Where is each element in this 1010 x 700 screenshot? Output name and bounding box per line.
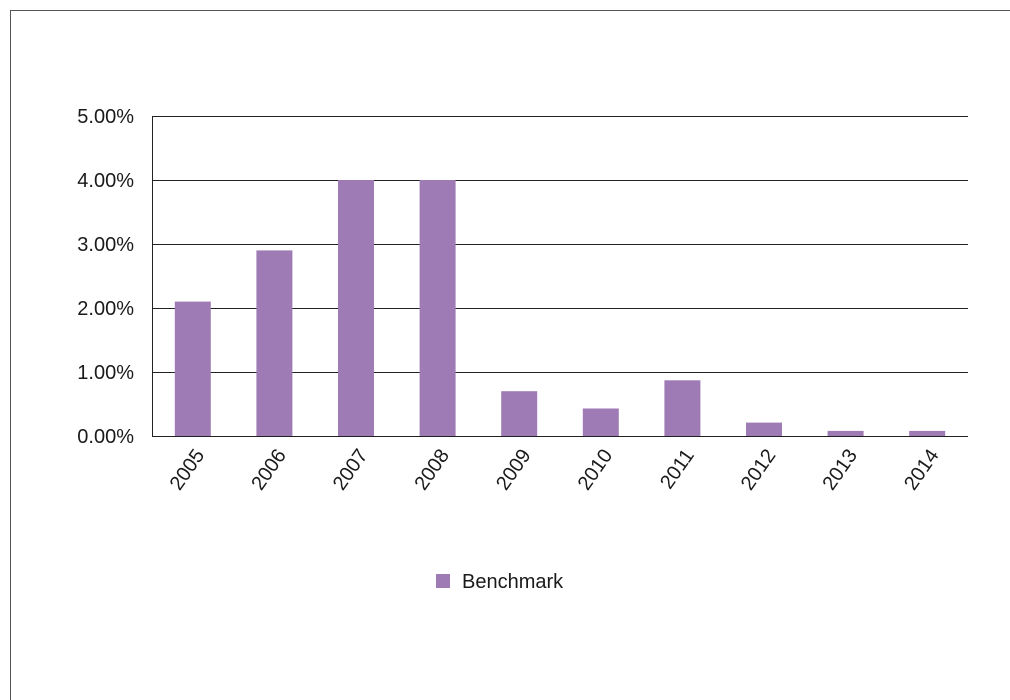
bar-2009: [501, 391, 538, 436]
gridlines: [152, 116, 968, 437]
y-tick-label: 2.00%: [77, 298, 134, 320]
y-tick-label: 0.00%: [77, 426, 134, 448]
x-tick-label: 2007: [329, 445, 373, 494]
bar-2010: [582, 408, 619, 436]
x-tick-label: 2012: [737, 445, 781, 494]
bar-2013: [827, 430, 864, 436]
x-tick-label: 2008: [410, 445, 454, 494]
bar-2007: [338, 180, 374, 436]
bar-2008: [419, 180, 456, 436]
x-tick-label: 2013: [818, 445, 862, 494]
bar-2006: [256, 250, 293, 436]
y-tick-label: 5.00%: [77, 106, 134, 128]
bars: [174, 180, 946, 436]
bar-2014: [909, 430, 946, 436]
chart-frame: [10, 10, 1010, 700]
x-tick-label: 2009: [492, 445, 536, 494]
y-axis: 0.00% 1.00% 2.00% 3.00% 4.00% 5.00%: [77, 106, 134, 448]
legend: Benchmark: [436, 571, 564, 593]
bar-2005: [174, 301, 211, 436]
x-tick-label: 2011: [656, 445, 699, 493]
y-tick-label: 4.00%: [77, 170, 134, 192]
x-tick-label: 2010: [574, 445, 618, 494]
bar-chart: 0.00%1.00%2.00%3.00%4.00%5.00% 2005 2006 2…: [77, 106, 968, 593]
x-tick-label: 2006: [247, 445, 291, 494]
x-axis: 2005 2006 2007 2008 2009 2010 2011 2012 2013 2014: [166, 445, 944, 494]
y-tick-label: 3.00%: [77, 234, 134, 256]
legend-label-benchmark: Benchmark: [462, 571, 564, 593]
x-tick-label: 2005: [166, 445, 210, 494]
legend-swatch-benchmark: [436, 574, 450, 588]
bar-2012: [746, 422, 782, 436]
bar-2011: [664, 380, 701, 436]
x-tick-label: 2014: [900, 445, 944, 494]
y-tick-label: 1.00%: [77, 362, 134, 384]
